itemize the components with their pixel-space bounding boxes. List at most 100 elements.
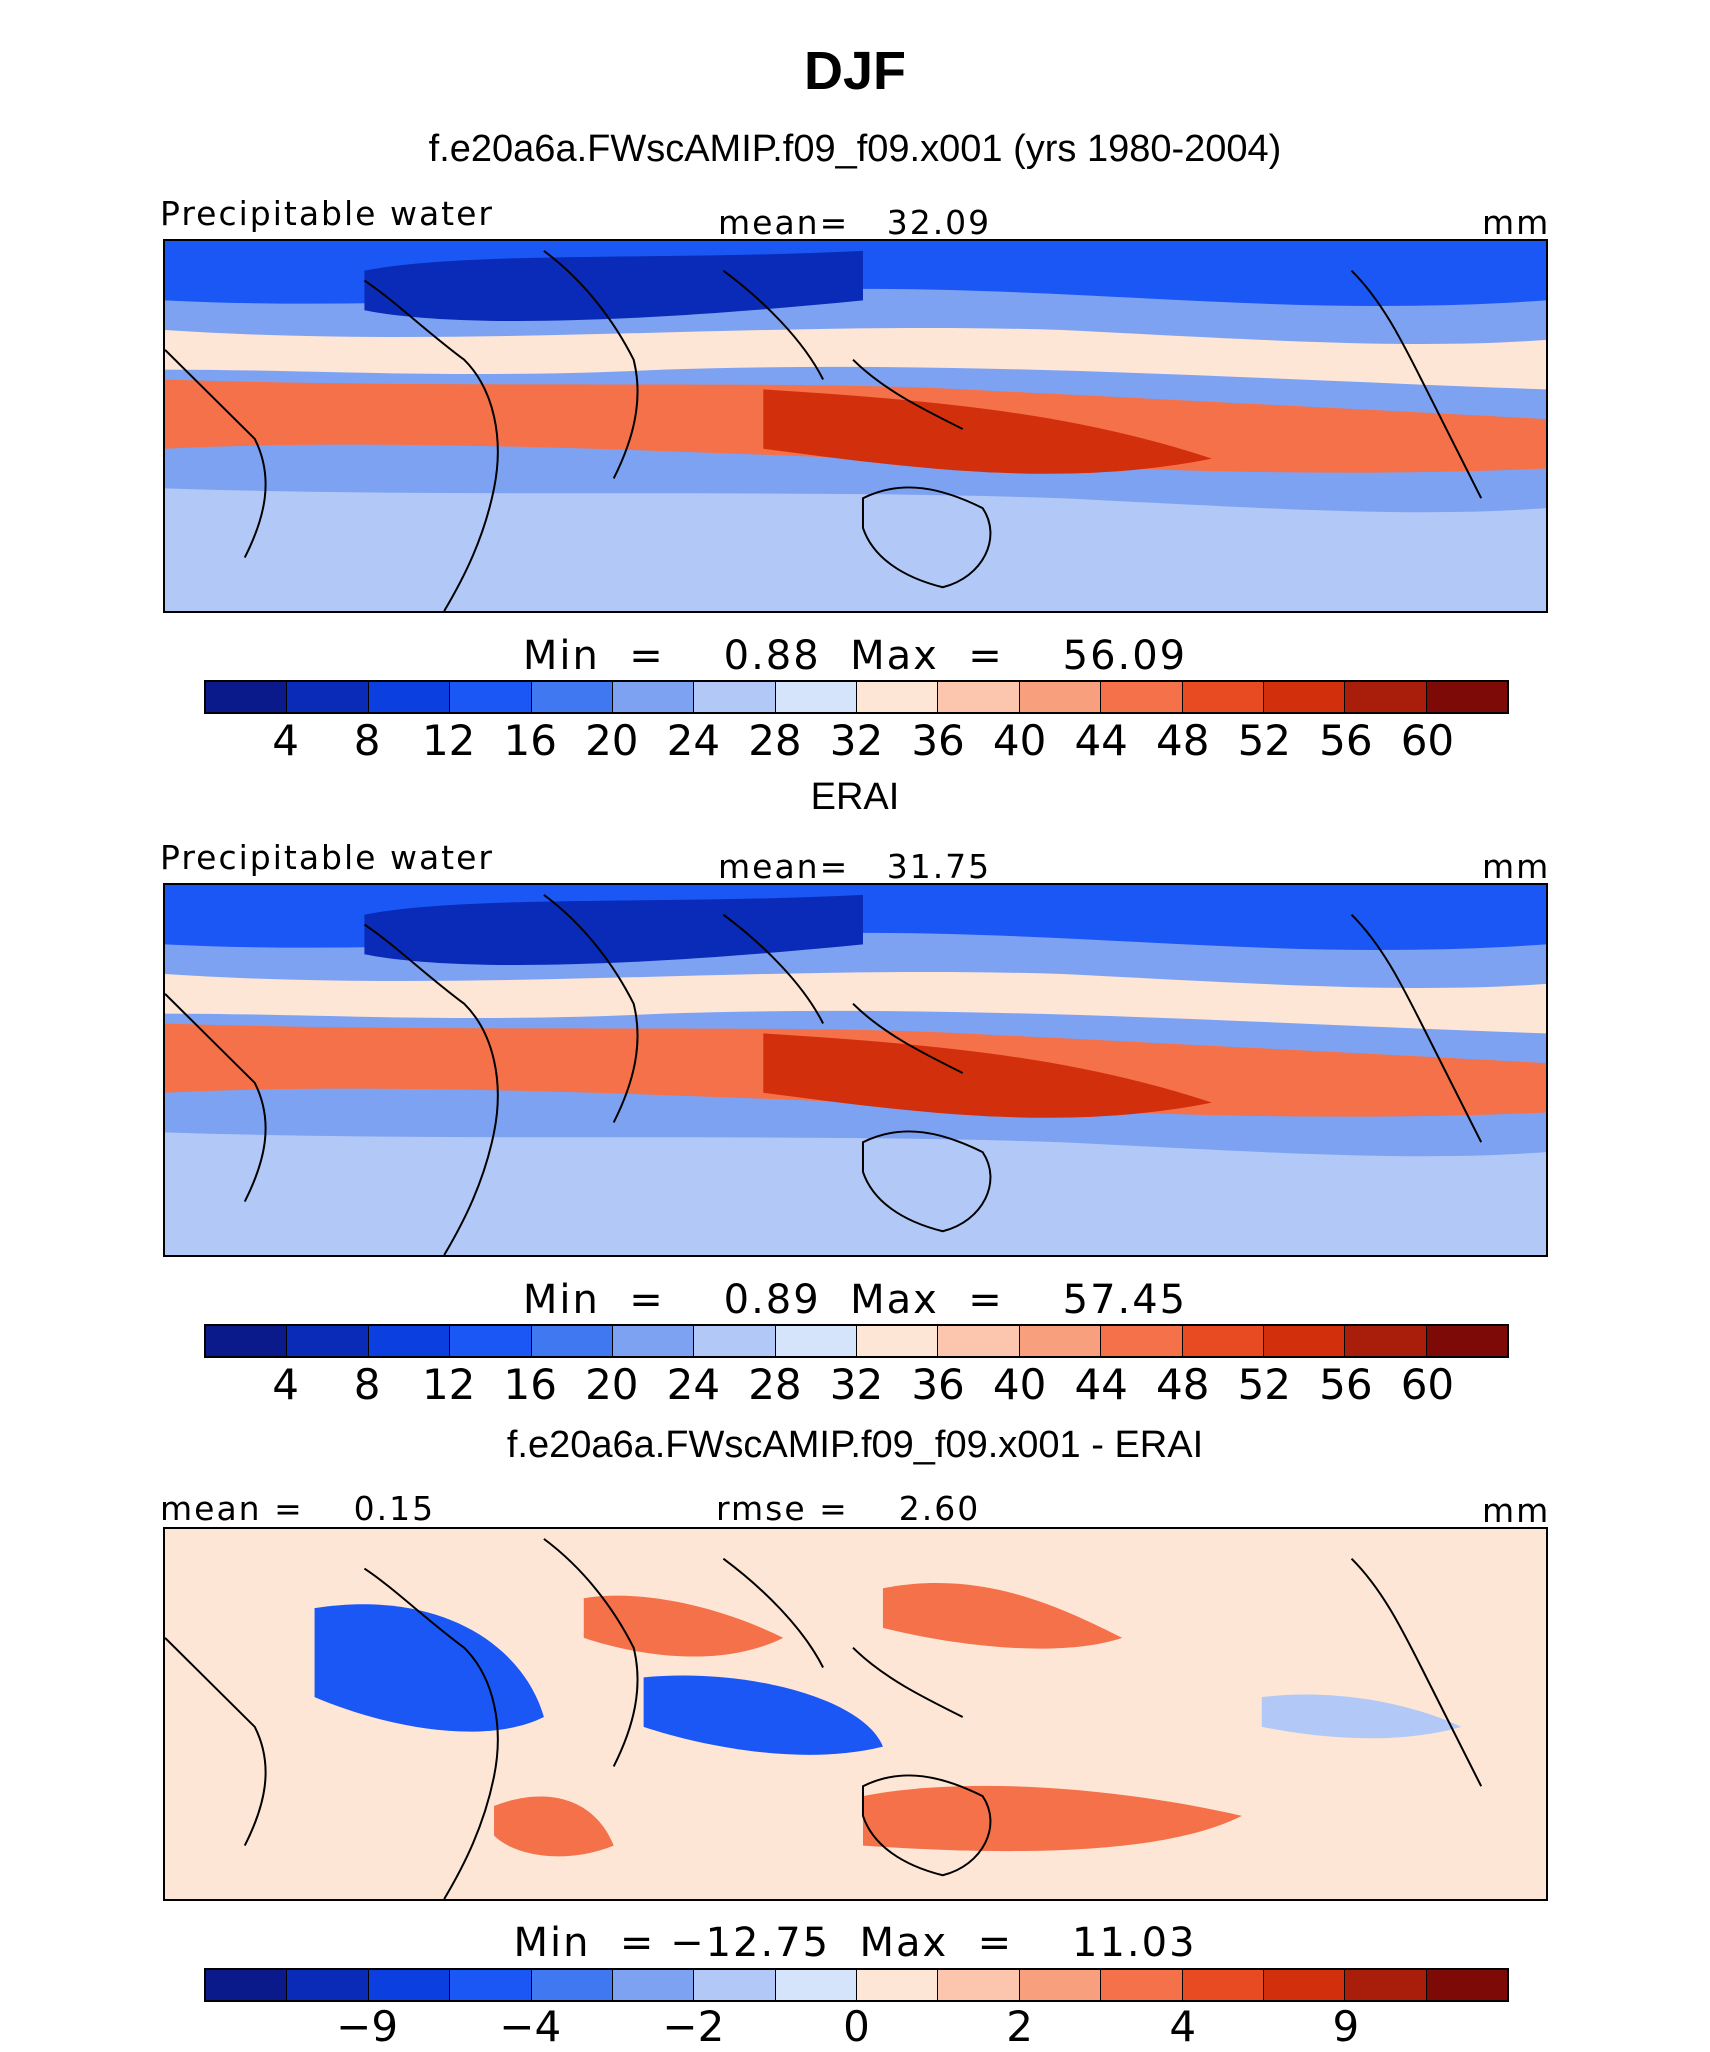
colorbar-swatch [206, 1970, 288, 2000]
colorbar-swatch [287, 1970, 369, 2000]
panel-2-variable-label: Precipitable water [160, 838, 494, 877]
contour-region [862, 1785, 1242, 1852]
coastline [852, 1647, 964, 1718]
panel-2-subtitle: ERAI [810, 776, 900, 818]
colorbar-swatch [857, 682, 939, 712]
colorbar-swatch [1101, 1326, 1183, 1356]
coastline [165, 1637, 267, 1847]
colorbar-swatch [1426, 1326, 1507, 1356]
panel-1-units-label: mm [1482, 203, 1551, 242]
colorbar-swatch [1426, 682, 1507, 712]
colorbar-tick-label: 28 [748, 1360, 802, 1409]
coastline [165, 349, 267, 559]
panel-1-colorbar [204, 680, 1509, 714]
contour-region [643, 1675, 883, 1755]
coastline [722, 269, 824, 380]
colorbar-swatch [531, 1970, 613, 2000]
colorbar-tick-label: 36 [911, 1360, 965, 1409]
figure-title: DJF [803, 41, 906, 101]
contour-region [583, 1595, 784, 1657]
panel-1-minmax: Min = 0.88 Max = 56.09 [522, 633, 1188, 679]
colorbar-swatch [368, 1970, 451, 2000]
contour-region [763, 1033, 1212, 1118]
model-precipitable-water-map [163, 239, 1548, 613]
colorbar-swatch [1345, 1970, 1427, 2000]
colorbar-tick-label: 16 [503, 1360, 557, 1409]
colorbar-swatch [938, 682, 1020, 712]
panel-1-mean-label: mean= 32.09 [718, 203, 992, 242]
coastline [165, 993, 267, 1203]
colorbar-swatch [612, 682, 695, 712]
colorbar-swatch [694, 1970, 776, 2000]
colorbar-swatch [287, 1326, 369, 1356]
contour-region [1261, 1694, 1462, 1739]
colorbar-swatch [938, 1970, 1020, 2000]
coastline [722, 913, 824, 1024]
colorbar-tick-label: 0 [843, 2002, 870, 2051]
panel-3-units-label: mm [1482, 1491, 1551, 1530]
contour-region [314, 1604, 544, 1732]
contour-region [494, 1796, 614, 1857]
panel-3-rmse-label: rmse = 2.60 [716, 1489, 981, 1528]
colorbar-tick-label: 52 [1237, 716, 1292, 765]
colorbar-swatch [775, 1970, 857, 2000]
colorbar-swatch [775, 1326, 857, 1356]
panel-3-colorbar-ticks: −9 −4 −2 0 2 4 9 [204, 2002, 1509, 2052]
colorbar-tick-label: 40 [992, 1360, 1047, 1409]
coastline [722, 1557, 824, 1668]
colorbar-tick-label: 24 [666, 716, 721, 765]
coastline [852, 1003, 964, 1074]
colorbar-swatch [206, 682, 288, 712]
panel-1-subtitle: f.e20a6a.FWscAMIP.f09_f09.x001 (yrs 1980… [428, 128, 1282, 170]
colorbar-swatch [450, 682, 532, 712]
colorbar-swatch [612, 1970, 695, 2000]
coastline [363, 923, 499, 1255]
coastline [363, 279, 499, 611]
colorbar-tick-label: 4 [272, 1360, 299, 1409]
colorbar-tick-label: 8 [353, 1360, 381, 1409]
panel-2-colorbar-ticks: 4 8 12 16 20 24 28 32 36 40 44 48 52 56 60 [204, 1360, 1509, 1410]
colorbar-tick-label: 56 [1319, 716, 1373, 765]
coastline [1350, 1557, 1483, 1787]
panel-2-colorbar [204, 1324, 1509, 1358]
contour-region [364, 250, 863, 322]
panel-2-units-label: mm [1482, 847, 1551, 886]
colorbar-tick-label: 12 [421, 1360, 476, 1409]
colorbar-swatch [531, 1326, 613, 1356]
colorbar-tick-label: 2 [1006, 2002, 1033, 2051]
colorbar-tick-label: −2 [662, 2002, 725, 2051]
colorbar-swatch [1263, 682, 1346, 712]
colorbar-swatch [1019, 682, 1102, 712]
panel-1-variable-label: Precipitable water [160, 194, 494, 233]
colorbar-swatch [1426, 1970, 1507, 2000]
colorbar-tick-label: 60 [1400, 716, 1455, 765]
colorbar-swatch [1182, 1326, 1264, 1356]
panel-3-subtitle: f.e20a6a.FWscAMIP.f09_f09.x001 - ERAI [506, 1424, 1204, 1466]
colorbar-tick-label: 20 [585, 1360, 639, 1409]
colorbar-tick-label: 40 [992, 716, 1047, 765]
colorbar-tick-label: 4 [272, 716, 299, 765]
colorbar-tick-label: 32 [829, 716, 884, 765]
coastline [861, 1774, 992, 1877]
erai-precipitable-water-map [163, 883, 1548, 1257]
colorbar-tick-label: 56 [1319, 1360, 1373, 1409]
colorbar-tick-label: 8 [353, 716, 381, 765]
colorbar-swatch [694, 1326, 776, 1356]
colorbar-swatch [775, 682, 857, 712]
colorbar-swatch [531, 682, 613, 712]
colorbar-tick-label: 9 [1332, 2002, 1360, 2051]
coastline [363, 1567, 499, 1899]
panel-3-minmax: Min = −12.75 Max = 11.03 [513, 1920, 1197, 1966]
colorbar-swatch [368, 682, 451, 712]
coastline [852, 359, 964, 430]
colorbar-swatch [206, 1326, 288, 1356]
colorbar-swatch [1101, 1970, 1183, 2000]
colorbar-tick-label: 24 [666, 1360, 721, 1409]
colorbar-tick-label: 32 [829, 1360, 884, 1409]
colorbar-tick-label: −9 [336, 2002, 399, 2051]
colorbar-tick-label: 52 [1237, 1360, 1292, 1409]
panel-1-colorbar-ticks: 4 8 12 16 20 24 28 32 36 40 44 48 52 56 60 [204, 716, 1509, 766]
colorbar-swatch [857, 1326, 939, 1356]
colorbar-swatch [857, 1970, 939, 2000]
colorbar-swatch [1019, 1326, 1102, 1356]
